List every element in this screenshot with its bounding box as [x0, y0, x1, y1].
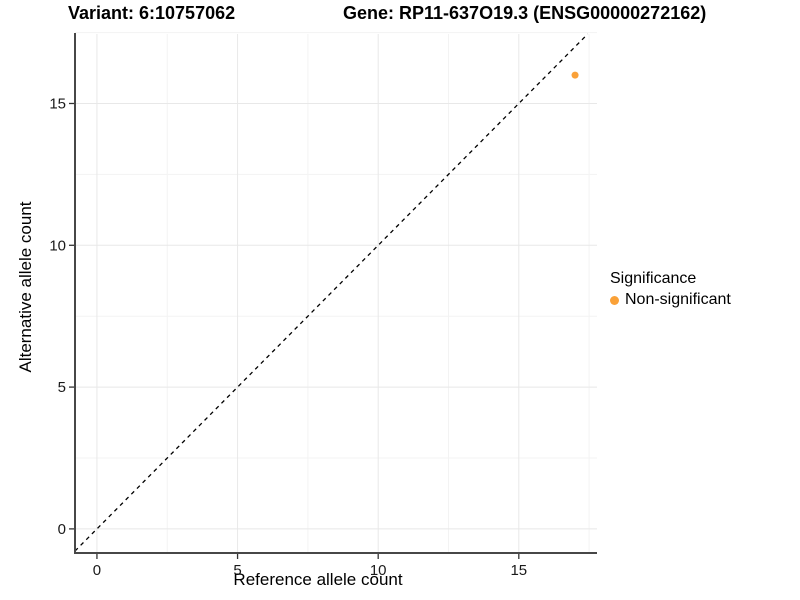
gene-title: Gene: RP11-637O19.3 (ENSG00000272162) — [343, 3, 707, 23]
y-tick-label: 0 — [58, 521, 66, 538]
legend-item-label: Non-significant — [625, 291, 731, 308]
x-tick-label: 0 — [93, 562, 101, 579]
y-axis-label: Alternative allele count — [16, 201, 35, 373]
x-tick-label: 15 — [510, 562, 527, 579]
legend-title: Significance — [610, 270, 697, 287]
legend-item: Non-significant — [610, 291, 731, 309]
legend: Significance Non-significant — [610, 270, 731, 309]
x-axis-label: Reference allele count — [233, 570, 403, 589]
y-tick-label: 10 — [49, 237, 66, 254]
x-tick-label: 10 — [370, 562, 387, 579]
y-tick-label: 5 — [58, 379, 66, 396]
x-tick-label: 5 — [233, 562, 241, 579]
legend-point-icon — [610, 295, 619, 305]
data-point — [571, 71, 579, 79]
identity-dashed-line — [74, 33, 589, 552]
y-tick-label: 15 — [49, 95, 66, 112]
variant-title: Variant: 6:10757062 — [68, 3, 236, 23]
